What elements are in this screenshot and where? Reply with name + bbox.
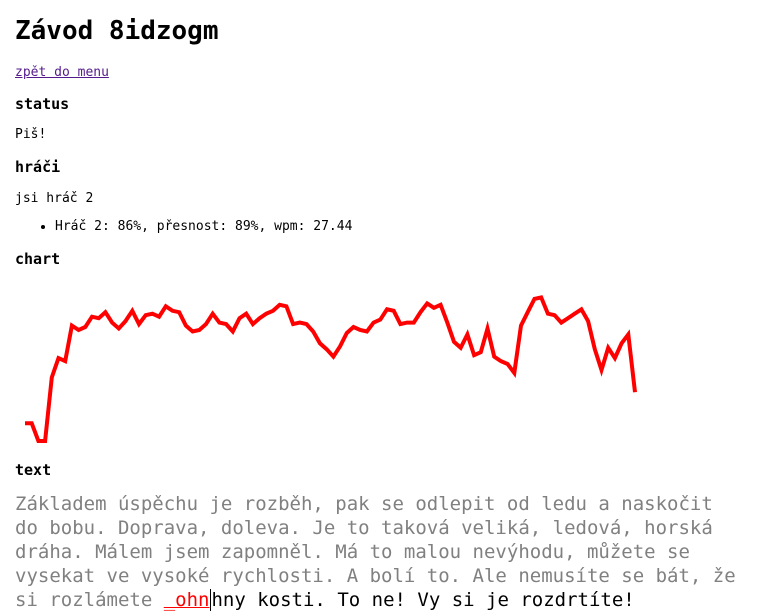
text-heading: text <box>15 461 52 479</box>
error-text: _ohn <box>163 589 210 611</box>
status-text: Piš! <box>15 127 47 142</box>
chart-heading: chart <box>15 250 61 268</box>
typed-text: Základem úspěchu je rozběh, pak se odlep… <box>15 493 736 611</box>
players-heading: hráči <box>15 158 61 176</box>
page-title: Závod 8idzogm <box>15 16 219 46</box>
remaining-text: hny kosti. To ne! Vy si je rozdrtíte! <box>211 589 635 611</box>
typing-text[interactable]: Základem úspěchu je rozběh, pak se odlep… <box>15 492 745 612</box>
status-heading: status <box>15 95 70 113</box>
chart-series-line <box>25 295 637 443</box>
player-identity: jsi hráč 2 <box>15 191 94 206</box>
back-to-menu-link[interactable]: zpět do menu <box>15 65 109 80</box>
players-list: Hráč 2: 86%, přesnost: 89%, wpm: 27.44 <box>15 218 352 236</box>
progress-chart <box>25 295 637 443</box>
player-item: Hráč 2: 86%, přesnost: 89%, wpm: 27.44 <box>55 218 352 236</box>
